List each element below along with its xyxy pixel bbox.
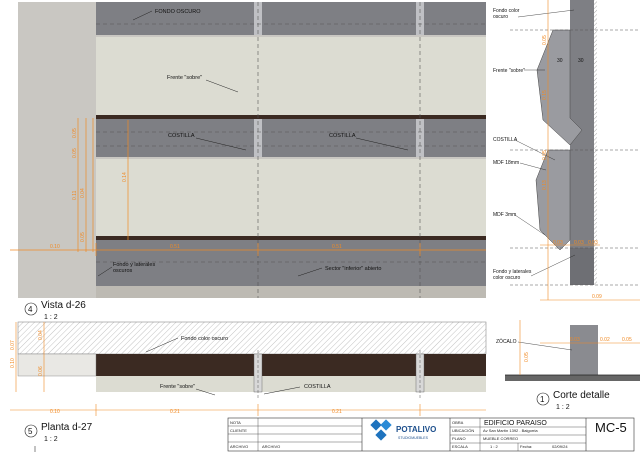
lower-light-panel xyxy=(96,159,486,236)
planta-dark-band xyxy=(96,354,486,376)
planta-light-band xyxy=(96,376,486,392)
sec-label-mdf18: MDF 18mm xyxy=(493,160,519,166)
upper-light-panel xyxy=(96,37,486,115)
planta-number-circle xyxy=(24,424,38,438)
tb-fecha-label: Fecha: xyxy=(520,444,532,449)
section-wall xyxy=(570,0,594,285)
sec-dim-h7: 0.05 xyxy=(622,337,632,343)
tb-escala-value: 1 : 2 xyxy=(490,444,499,449)
dim-bot-1: 0.05 xyxy=(80,232,86,242)
section-detail: Fondo color oscuro Frente "sobre" COSTILL… xyxy=(493,0,640,411)
section-back-panel xyxy=(594,0,597,285)
upper-brown-line xyxy=(96,115,486,119)
planta-dim-v4: 0.06 xyxy=(38,366,44,376)
tb-obra-label: OBRA xyxy=(452,420,464,425)
sec-label-frente-sobre: Frente "sobre" xyxy=(493,68,525,74)
tb-archivo-label: ARCHIVO xyxy=(230,444,248,449)
planta-dim-h1: 0.10 xyxy=(50,409,60,415)
planta-dim-h3: 0.21 xyxy=(332,409,342,415)
tb-plano-value: MUEBLE CORREO xyxy=(483,436,518,441)
sec-dim-h2: 0.03 xyxy=(574,240,584,246)
planta-dim-h2: 0.21 xyxy=(170,409,180,415)
logo-sub: STUDIOMUEBLES xyxy=(398,436,429,440)
tb-obra-value: EDIFICIO PARAISO xyxy=(484,420,547,427)
label-costilla-right: COSTILLA xyxy=(329,133,356,139)
dim-mid-2: 0.04 xyxy=(80,188,86,198)
planta-title: Planta d-27 xyxy=(41,422,93,433)
tb-archivo-value: ARCHIVO xyxy=(262,444,280,449)
tb-nota-label: NOTA xyxy=(230,420,241,425)
sec-dim-h5: 0.03 xyxy=(570,337,580,343)
sec-label-fondo-lat: Fondo y laterales color oscuro xyxy=(493,269,532,281)
dim-mid-1: 0.11 xyxy=(72,190,78,200)
tb-ubicacion-value: Av San Martín 1392 . Baigorria xyxy=(483,428,538,433)
sec-label-costilla: COSTILLA xyxy=(493,137,518,143)
vista-number: 4 xyxy=(28,305,33,314)
sec-dim-h3: 0.03 xyxy=(588,240,598,246)
dim-top-1: 0.05 xyxy=(72,128,78,138)
section-number-circle xyxy=(536,392,550,406)
sec-dim-v4: 0.13 xyxy=(542,180,548,190)
sec-dim-h4: 0.09 xyxy=(592,294,602,300)
sec-dim-30a: 30 xyxy=(557,58,563,64)
planta-dim-v2: 0.07 xyxy=(10,340,16,350)
sec-dim-h6: 0.02 xyxy=(600,337,610,343)
section-slat-lower xyxy=(535,149,571,251)
planta-dim-v1: 0.10 xyxy=(10,358,16,368)
section-base xyxy=(570,248,594,285)
bottom-dark-panel xyxy=(96,240,486,286)
section-title: Corte detalle xyxy=(553,390,610,401)
sec-dim-v2: 0.15 xyxy=(542,90,548,100)
title-block: NOTA CLIENTE ARCHIVO ARCHIVO OBRA UBICAC… xyxy=(227,417,635,452)
sec-dim-v3: 0.05 xyxy=(542,150,548,160)
sec-dim-h1: 0.03 xyxy=(553,240,563,246)
tb-cliente-label: CLIENTE xyxy=(230,428,247,433)
planta-number: 5 xyxy=(28,427,33,436)
label-costilla-left: COSTILLA xyxy=(168,133,195,139)
dim-bottom-left: 0.10 xyxy=(50,244,60,250)
planta-scale: 1 : 2 xyxy=(44,436,58,443)
planta-label-fondo: Fondo color oscuro xyxy=(181,336,228,342)
tb-plano-label: PLANO xyxy=(452,436,466,441)
sec-dim-30b: 30 xyxy=(578,58,584,64)
section-zocalo xyxy=(570,325,598,375)
dim-bottom-span-1: 0.51 xyxy=(170,244,180,250)
planta-hatch xyxy=(17,321,487,355)
tb-fecha-value: 02/09/24 xyxy=(552,444,568,449)
section-scale: 1 : 2 xyxy=(556,404,570,411)
top-dark-panel xyxy=(96,2,486,35)
sec-dim-v1: 0.05 xyxy=(542,35,548,45)
vista-number-circle xyxy=(24,302,38,316)
plinth-strip xyxy=(96,286,486,298)
tb-ubicacion-label: UBICACIÓN xyxy=(452,428,474,433)
section-number: 1 xyxy=(540,395,545,404)
vista-title: Vista d-26 xyxy=(41,300,86,311)
potalivo-logo: POTALIVO STUDIOMUEBLES xyxy=(370,419,436,441)
label-fondo-laterales: Fondo y laterales oscuros xyxy=(113,262,155,274)
planta-dim-v3: 0.04 xyxy=(38,330,44,340)
label-sector-inferior: Sector "inferior" abierto xyxy=(325,266,382,272)
tb-escala-label: ESCALA xyxy=(452,444,468,449)
sec-dim-v5: 0.05 xyxy=(524,352,530,362)
logo-text: POTALIVO xyxy=(396,425,436,434)
section-floor xyxy=(505,375,640,381)
sec-label-mdf3: MDF 3mm xyxy=(493,212,516,218)
elevation-view: FONDO OSCURO Frente "sobre" COSTILLA COS… xyxy=(10,2,486,298)
planta-left-block xyxy=(17,353,97,377)
label-fondo-oscuro: FONDO OSCURO xyxy=(155,9,201,15)
dim-mid-3: 0.14 xyxy=(122,172,128,182)
lower-brown-line xyxy=(96,236,486,240)
label-frente-sobre: Frente "sobre" xyxy=(167,75,202,81)
sec-label-zocalo: ZÓCALO xyxy=(496,338,517,345)
dim-bottom-span-2: 0.51 xyxy=(332,244,342,250)
vista-scale: 1 : 2 xyxy=(44,314,58,321)
tb-sheet: MC-5 xyxy=(595,420,627,435)
mid-dark-panel xyxy=(96,119,486,157)
dim-top-2: 0.05 xyxy=(72,148,78,158)
planta-label-frente: Frente "sobre" xyxy=(160,384,195,390)
planta-label-costilla: COSTILLA xyxy=(304,384,331,390)
sec-label-fondo-color: Fondo color oscuro xyxy=(493,8,520,20)
planta-view: Fondo color oscuro Frente "sobre" COSTIL… xyxy=(10,321,487,443)
